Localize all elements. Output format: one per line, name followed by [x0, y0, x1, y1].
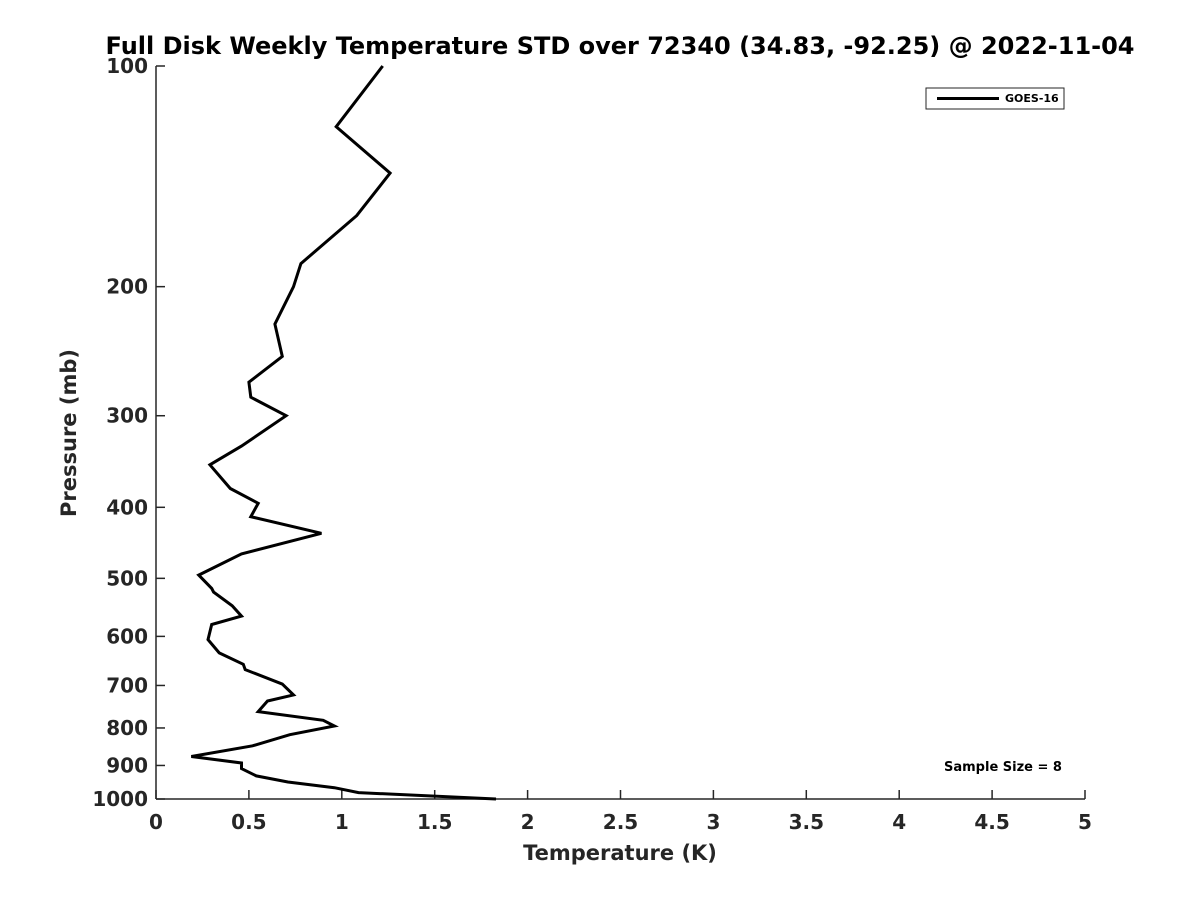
legend: GOES-16: [925, 87, 1065, 110]
plot-area: [156, 66, 1085, 799]
y-tick-label: 100: [106, 54, 148, 78]
x-axis-label: Temperature (K): [523, 841, 717, 865]
x-tick-label: 3: [706, 810, 720, 834]
x-tick-label: 4: [892, 810, 906, 834]
x-tick-label: 1: [335, 810, 349, 834]
chart-title: Full Disk Weekly Temperature STD over 72…: [106, 32, 1135, 60]
y-tick-label: 500: [106, 566, 148, 590]
x-tick-label: 1.5: [417, 810, 452, 834]
x-tick-label: 2.5: [603, 810, 638, 834]
y-tick-label: 200: [106, 275, 148, 299]
x-ticks: 0 0.5 1 1.5 2 2.5 3 3.5 4 4.5 5: [149, 790, 1092, 834]
x-tick-label: 3.5: [789, 810, 824, 834]
x-tick-label: 5: [1078, 810, 1092, 834]
y-tick-label: 1000: [92, 787, 148, 811]
x-tick-label: 4.5: [974, 810, 1009, 834]
series-line-goes-16: [191, 65, 497, 801]
legend-label-goes-16: GOES-16: [1005, 92, 1059, 105]
x-tick-label: 2: [521, 810, 535, 834]
y-tick-label: 300: [106, 404, 148, 428]
y-tick-label: 800: [106, 716, 148, 740]
x-tick-label: 0: [149, 810, 163, 834]
y-tick-label: 700: [106, 673, 148, 697]
y-ticks: 100 200 300 400 500 600 700 800 900 1000: [92, 54, 165, 811]
y-tick-label: 600: [106, 624, 148, 648]
x-tick-label: 0.5: [231, 810, 266, 834]
y-tick-label: 400: [106, 495, 148, 519]
y-axis-label: Pressure (mb): [57, 349, 81, 517]
sample-size-annotation: Sample Size = 8: [944, 760, 1062, 775]
series-layer: [191, 65, 497, 801]
y-tick-label: 900: [106, 753, 148, 777]
